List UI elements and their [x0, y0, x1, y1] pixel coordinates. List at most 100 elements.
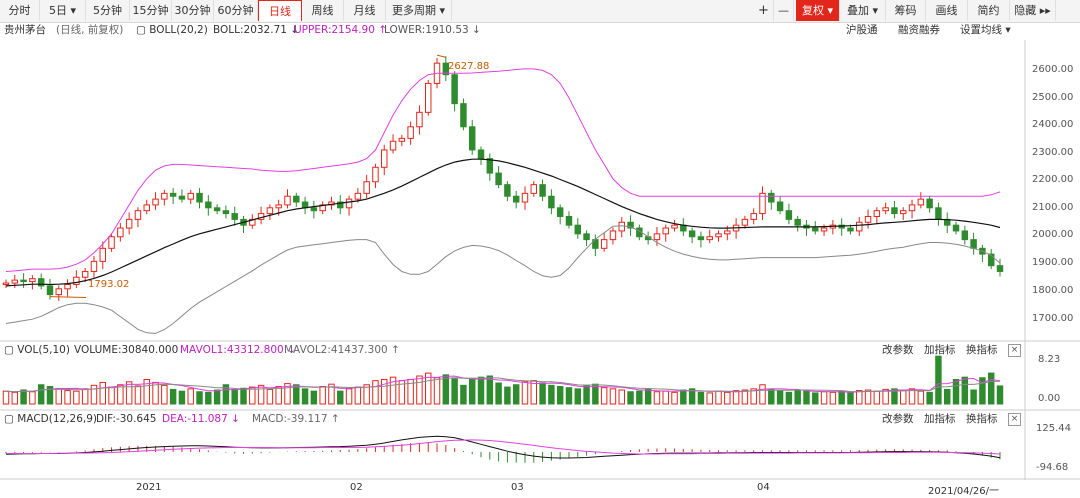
macd-indicator-button[interactable]: ▢ MACD(12,26,9): [4, 413, 98, 425]
candle-body: [512, 195, 520, 203]
x-tick: 03: [511, 482, 524, 493]
macd-indicator-header: ▢ MACD(12,26,9) DIF:-30.645 DEA:-11.087 …: [0, 412, 1080, 427]
macd-value: MACD:-39.117 ↑: [252, 412, 340, 427]
more-periods-dropdown[interactable]: 更多周期 ▾: [386, 0, 452, 21]
macd-close-icon[interactable]: ×: [1008, 413, 1021, 426]
margin-trading-link[interactable]: 融资融券: [898, 24, 940, 36]
candle-body: [521, 192, 529, 203]
macd-dif-line: [5, 435, 1001, 459]
vol-indicator-button[interactable]: ▢ VOL(5,10): [4, 344, 70, 356]
ma-settings-dropdown[interactable]: 设置均线 ▾: [960, 22, 1011, 39]
volume-bar: [495, 382, 502, 405]
hide-button[interactable]: 隐藏 ▸▸: [1010, 0, 1056, 21]
period-tab-30min[interactable]: 30分钟: [172, 0, 214, 21]
macd-switch-indicator-button[interactable]: 换指标: [966, 413, 998, 425]
volume-bar: [64, 390, 71, 405]
volume-bar: [389, 376, 397, 405]
price-tick: 1900.00: [1032, 257, 1074, 268]
vol-switch-indicator-button[interactable]: 换指标: [966, 344, 998, 356]
candle-body: [987, 253, 995, 267]
draw-line-button[interactable]: 画线: [926, 0, 968, 21]
volume-bar: [724, 391, 731, 405]
period-tab-60min[interactable]: 60分钟: [214, 0, 258, 21]
simple-mode-button[interactable]: 简约: [968, 0, 1010, 21]
price-tick: 1700.00: [1032, 313, 1074, 324]
volume-bar: [486, 375, 494, 405]
period-tab-label: 5日: [48, 4, 67, 17]
candle-body: [864, 215, 872, 223]
candle-body: [187, 192, 194, 200]
candle-body: [530, 184, 538, 194]
shanghai-connect-link[interactable]: 沪股通: [846, 24, 878, 36]
volume-bar: [55, 388, 63, 405]
vol-close-icon[interactable]: ×: [1008, 344, 1021, 357]
volume-bar: [512, 384, 520, 405]
vol-change-params-button[interactable]: 改参数: [882, 344, 914, 356]
dif-value: DIF:-30.645: [96, 413, 157, 425]
volume-bar: [750, 388, 757, 405]
volume-bar: [820, 391, 828, 405]
volume-bar: [565, 387, 573, 405]
volume-bar: [205, 391, 212, 405]
volume-bar: [143, 379, 150, 405]
zoom-out-button[interactable]: —: [774, 0, 794, 21]
candle-body: [768, 192, 775, 203]
volume-bar: [29, 391, 36, 405]
mavol2-value-text: MAVOL2:41437.300: [284, 344, 388, 356]
volume-bar: [759, 384, 766, 405]
period-tab-intraday[interactable]: 分时: [0, 0, 40, 21]
macd-change-params-button[interactable]: 改参数: [882, 413, 914, 425]
period-tab-monthly[interactable]: 月线: [344, 0, 386, 21]
adjust-dropdown[interactable]: 复权 ▾: [796, 0, 840, 21]
price-tick: 2100.00: [1032, 202, 1074, 213]
period-tab-daily[interactable]: 日线: [258, 0, 302, 21]
price-tick: 2500.00: [1032, 92, 1074, 103]
vol-add-indicator-button[interactable]: 加指标: [924, 344, 956, 356]
x-tick: 2021: [136, 482, 162, 493]
period-tab-weekly[interactable]: 周线: [302, 0, 344, 21]
zoom-in-button[interactable]: +: [754, 0, 774, 21]
candle-body: [354, 192, 362, 200]
candle-body: [398, 137, 406, 142]
period-tab-5day[interactable]: 5日 ▾: [40, 0, 86, 21]
candle-body: [64, 283, 71, 290]
boll-indicator-button[interactable]: ▢ BOLL(20,2): [136, 24, 208, 36]
candle-body: [416, 111, 423, 128]
macd-tick: 125.44: [1036, 423, 1071, 434]
volume-bar: [900, 390, 907, 405]
arrow-down-icon: ↓: [290, 24, 300, 36]
chips-button[interactable]: 筹码: [886, 0, 926, 21]
mavol1-value: MAVOL1:43312.800 ↓: [180, 343, 296, 358]
candle-body: [653, 233, 661, 241]
volume-bar: [662, 390, 669, 405]
candle-body: [785, 210, 793, 220]
candle-body: [820, 227, 828, 232]
candle-body: [143, 204, 150, 212]
macd-tick: -94.68: [1036, 462, 1069, 473]
mavol2-line: [5, 377, 1001, 393]
period-tab-5min[interactable]: 5分钟: [86, 0, 130, 21]
high-price-marker: [436, 54, 447, 58]
x-tick: 02: [350, 482, 363, 493]
macd-add-indicator-button[interactable]: 加指标: [924, 413, 956, 425]
candle-body: [697, 236, 705, 241]
overlay-dropdown[interactable]: 叠加 ▾: [840, 0, 886, 21]
candle-body: [794, 218, 801, 226]
volume-bar: [372, 380, 379, 405]
volume-bar: [161, 384, 168, 405]
candle-body: [372, 166, 379, 183]
chevron-down-icon: ▾: [872, 4, 879, 17]
period-tab-15min[interactable]: 15分钟: [130, 0, 172, 21]
dea-value: DEA:-11.087 ↓: [162, 412, 240, 427]
volume-bar: [847, 392, 854, 405]
candle-body: [196, 192, 203, 203]
lower-value: LOWER:1910.53 ↓: [384, 22, 481, 39]
candle-body: [81, 270, 89, 278]
candle-body: [900, 210, 907, 215]
candle-body: [46, 285, 54, 296]
candle-body: [539, 184, 546, 197]
candle-body: [891, 207, 898, 215]
candle-body: [812, 227, 819, 232]
candle-body: [310, 207, 318, 212]
